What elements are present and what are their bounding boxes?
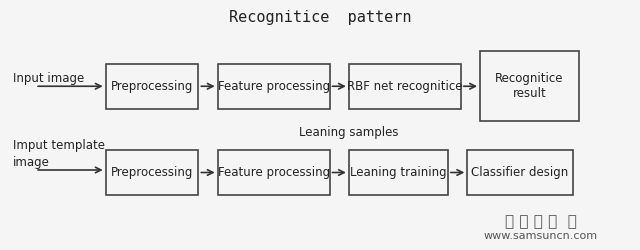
Text: Leaning samples: Leaning samples (299, 126, 399, 139)
FancyBboxPatch shape (106, 64, 198, 109)
Text: www.samsuncn.com: www.samsuncn.com (484, 231, 598, 241)
FancyBboxPatch shape (218, 150, 330, 195)
Text: 三 姻 森 科  技: 三 姻 森 科 技 (505, 214, 577, 229)
FancyBboxPatch shape (106, 150, 198, 195)
Text: Recognitice
result: Recognitice result (495, 72, 564, 100)
Text: image: image (13, 156, 50, 169)
Text: Feature processing: Feature processing (218, 80, 330, 93)
FancyBboxPatch shape (218, 64, 330, 109)
FancyBboxPatch shape (480, 51, 579, 121)
Text: Feature processing: Feature processing (218, 166, 330, 179)
Text: RBF net recognitice: RBF net recognitice (347, 80, 463, 93)
Text: Preprocessing: Preprocessing (111, 166, 193, 179)
Text: Recognitice  pattern: Recognitice pattern (228, 10, 412, 25)
FancyBboxPatch shape (467, 150, 573, 195)
Text: Imput template: Imput template (13, 138, 105, 151)
FancyBboxPatch shape (349, 64, 461, 109)
Text: Leaning training: Leaning training (350, 166, 447, 179)
FancyBboxPatch shape (349, 150, 448, 195)
Text: Input image: Input image (13, 72, 84, 85)
Text: Preprocessing: Preprocessing (111, 80, 193, 93)
Text: Classifier design: Classifier design (472, 166, 568, 179)
